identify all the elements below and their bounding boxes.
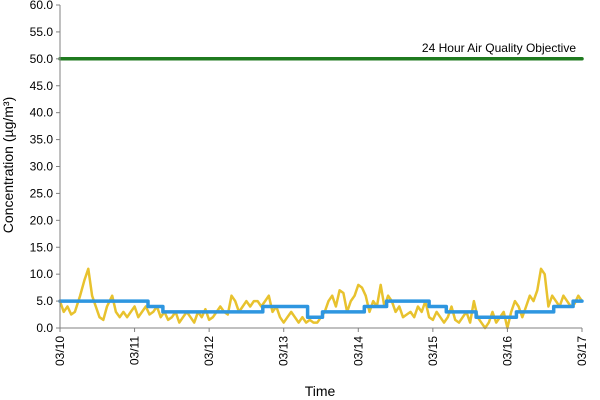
- y-tick-label: 55.0: [30, 25, 54, 39]
- series-line-pm-concentration-line: [58, 267, 584, 330]
- x-tick-label: 03/11: [128, 336, 142, 365]
- y-tick-label: 50.0: [30, 52, 54, 66]
- x-tick-label: 03/13: [277, 336, 291, 366]
- series-line-pm-average-line: [58, 299, 584, 319]
- y-tick-label: 20.0: [30, 213, 54, 227]
- x-axis-title: Time: [305, 383, 336, 399]
- objective-annotation: 24 Hour Air Quality Objective: [422, 41, 576, 55]
- y-tick-label: 10.0: [30, 267, 54, 281]
- y-tick-label: 35.0: [30, 133, 54, 147]
- x-tick-label: 03/12: [202, 336, 216, 366]
- y-tick-label: 40.0: [30, 106, 54, 120]
- y-tick-label: 60.0: [30, 0, 54, 12]
- x-tick-label: 03/10: [53, 336, 67, 366]
- y-tick-label: 5.0: [36, 294, 53, 308]
- plot-area: [58, 57, 584, 330]
- x-tick-label: 03/14: [351, 336, 365, 366]
- y-axis-ticks: 0.0 5.0 10.0 15.0 20.0 25.0 30.0 35.0 40.0 45.0 50…: [30, 0, 60, 335]
- x-tick-label: 03/16: [500, 336, 514, 366]
- x-tick-label: 03/17: [575, 336, 589, 366]
- y-axis-title: Concentration (µg/m³): [0, 97, 16, 233]
- x-tick-label: 03/15: [426, 336, 440, 366]
- y-tick-label: 45.0: [30, 79, 54, 93]
- y-tick-label: 25.0: [30, 186, 54, 200]
- x-axis-ticks: 03/10 03/11 03/12 03/13 03/14 03/15 03/16 03/17: [53, 328, 589, 366]
- y-tick-label: 30.0: [30, 160, 54, 174]
- y-tick-label: 0.0: [36, 321, 53, 335]
- y-tick-label: 15.0: [30, 240, 54, 254]
